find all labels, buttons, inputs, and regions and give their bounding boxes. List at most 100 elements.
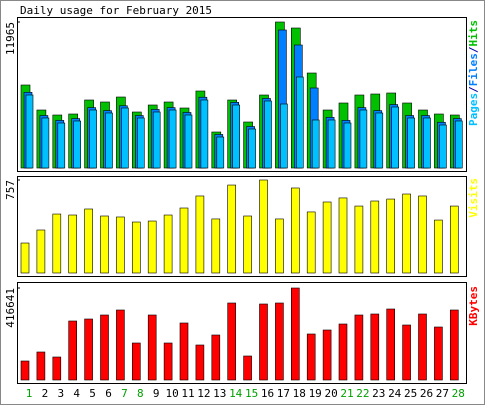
bar bbox=[290, 287, 300, 381]
bar bbox=[354, 314, 364, 381]
bar bbox=[290, 187, 300, 274]
x-tick-label: 21 bbox=[340, 387, 353, 400]
bar bbox=[84, 208, 93, 274]
bar bbox=[418, 313, 427, 381]
bar bbox=[449, 205, 459, 274]
bar bbox=[184, 114, 193, 169]
bar bbox=[41, 117, 50, 169]
legend-entry: Hits bbox=[467, 20, 480, 47]
bar bbox=[359, 109, 368, 169]
y-tick-label: 757 bbox=[4, 180, 17, 200]
x-tick-label: 9 bbox=[153, 387, 160, 400]
bar bbox=[338, 323, 348, 381]
legend-entry: Pages bbox=[467, 93, 480, 126]
bar bbox=[306, 333, 316, 381]
bar bbox=[248, 128, 256, 169]
legend: Visits bbox=[467, 178, 480, 218]
bar bbox=[195, 344, 205, 381]
bar bbox=[137, 117, 145, 169]
x-tick-label: 3 bbox=[57, 387, 64, 400]
bar bbox=[211, 334, 221, 381]
bar bbox=[227, 302, 236, 381]
y-tick-label: 11965 bbox=[4, 22, 17, 55]
x-tick-label: 2 bbox=[42, 387, 49, 400]
x-tick-label: 10 bbox=[165, 387, 178, 400]
legend-entry: KBytes bbox=[467, 286, 480, 326]
bar bbox=[275, 218, 284, 274]
bar bbox=[195, 195, 205, 274]
bar bbox=[264, 100, 272, 169]
x-tick-label: 25 bbox=[404, 387, 417, 400]
x-tick-label: 14 bbox=[229, 387, 243, 400]
bar bbox=[132, 221, 141, 274]
x-tick-label: 17 bbox=[277, 387, 290, 400]
bar bbox=[454, 120, 463, 169]
x-tick-label: 5 bbox=[89, 387, 96, 400]
bar bbox=[259, 303, 268, 381]
bar bbox=[152, 111, 161, 169]
bar bbox=[354, 205, 364, 274]
x-tick-label: 19 bbox=[309, 387, 322, 400]
bar bbox=[243, 215, 252, 274]
bar bbox=[391, 106, 400, 169]
x-tick-label: 4 bbox=[73, 387, 80, 400]
x-tick-label: 27 bbox=[436, 387, 449, 400]
bar bbox=[200, 99, 209, 169]
x-tick-label: 11 bbox=[181, 387, 194, 400]
bar bbox=[243, 355, 252, 381]
x-tick-label: 22 bbox=[356, 387, 369, 400]
bar bbox=[423, 117, 431, 169]
bar bbox=[36, 229, 46, 274]
bar bbox=[116, 309, 125, 381]
bar bbox=[407, 117, 415, 169]
x-tick-label: 16 bbox=[261, 387, 274, 400]
legend: Pages/Files/Hits bbox=[467, 20, 480, 126]
bar bbox=[36, 351, 46, 381]
bar bbox=[449, 309, 459, 381]
bar bbox=[375, 112, 384, 169]
bar bbox=[147, 314, 157, 381]
bar bbox=[179, 322, 189, 381]
bar bbox=[116, 216, 125, 274]
x-tick-label: 8 bbox=[137, 387, 144, 400]
bar bbox=[306, 211, 316, 274]
bar bbox=[386, 308, 396, 381]
bar bbox=[100, 314, 109, 381]
legend: KBytes bbox=[467, 286, 480, 326]
x-tick-label: 12 bbox=[197, 387, 210, 400]
legend-separator: / bbox=[467, 86, 480, 93]
bar bbox=[52, 356, 62, 381]
bar bbox=[386, 198, 396, 274]
bar bbox=[370, 313, 380, 381]
bar bbox=[259, 179, 268, 274]
bar bbox=[275, 302, 284, 381]
bar bbox=[121, 107, 129, 169]
bar bbox=[211, 218, 221, 274]
bar bbox=[168, 109, 177, 169]
y-tick-label: 416641 bbox=[4, 288, 17, 328]
bar bbox=[179, 207, 189, 274]
bar bbox=[434, 326, 443, 381]
bar bbox=[311, 119, 320, 169]
bar bbox=[147, 220, 157, 274]
x-tick-label: 7 bbox=[121, 387, 128, 400]
bar bbox=[434, 219, 443, 274]
x-tick-label: 26 bbox=[420, 387, 433, 400]
bar bbox=[232, 104, 240, 169]
bar bbox=[105, 112, 113, 169]
bar bbox=[227, 184, 236, 274]
bar bbox=[402, 193, 411, 274]
chart-title: Daily usage for February 2015 bbox=[20, 4, 212, 17]
bar bbox=[343, 122, 352, 169]
bar bbox=[295, 76, 304, 169]
bar bbox=[89, 109, 97, 169]
x-tick-label: 13 bbox=[213, 387, 226, 400]
bar bbox=[100, 215, 109, 274]
x-tick-label: 1 bbox=[26, 387, 33, 400]
bar bbox=[322, 201, 332, 274]
bar bbox=[418, 195, 427, 274]
bar bbox=[132, 342, 141, 381]
x-tick-label: 28 bbox=[452, 387, 465, 400]
bar bbox=[163, 214, 173, 274]
